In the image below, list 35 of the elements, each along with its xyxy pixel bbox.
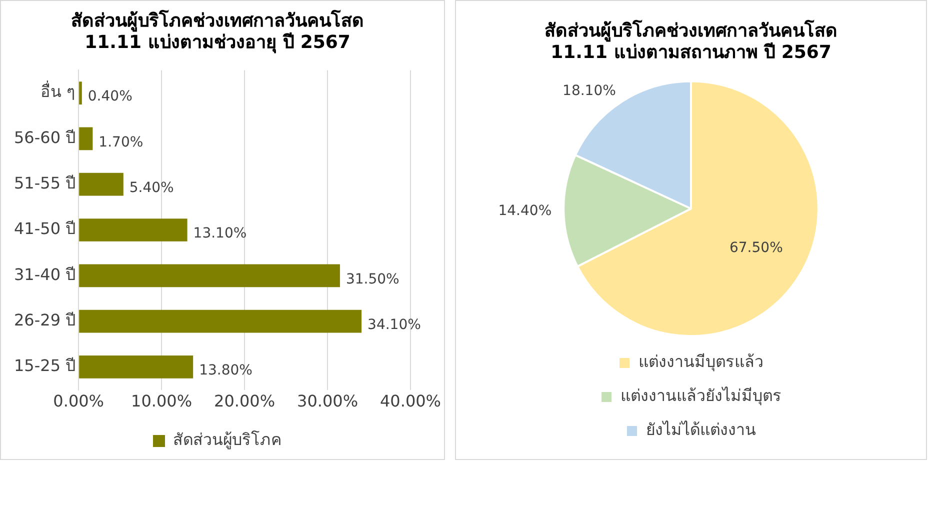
- x-tick-label: 20.00%: [214, 392, 276, 411]
- y-tick-label: 41-50 ปี: [14, 219, 76, 238]
- legend-label: แต่งงานมีบุตรแล้ว: [638, 352, 764, 372]
- y-tick-label: 56-60 ปี: [14, 128, 76, 147]
- legend-label: ยังไม่ได้แต่งงาน: [646, 420, 756, 440]
- legend-label: แต่งงานแล้วยังไม่มีบุตร: [620, 386, 782, 406]
- x-tick-label: 0.00%: [53, 392, 104, 411]
- data-label: 13.10%: [193, 226, 247, 242]
- x-tick-label: 10.00%: [131, 392, 192, 411]
- bar: [79, 310, 362, 333]
- y-tick-label: 51-55 ปี: [14, 174, 76, 192]
- data-label: 5.40%: [129, 180, 174, 196]
- y-tick-label: อื่น ๆ: [40, 80, 76, 102]
- bar: [79, 218, 188, 242]
- chart-title: สัดส่วนผู้บริโภคช่วงเทศกาลวันคนโสด 11.11 แบ่งตามช่วงอายุ ปี 2567: [71, 9, 364, 54]
- x-tick-label: 40.00%: [380, 392, 442, 411]
- bar: [79, 127, 93, 150]
- data-label: 18.10%: [562, 82, 616, 99]
- chart-title: สัดส่วนผู้บริโภคช่วงเทศกาลวันคนโสด 11.11 แบ่งตามสถานภาพ ปี 2567: [544, 19, 838, 64]
- data-label: 14.40%: [498, 202, 552, 219]
- y-tick-label: 26-29 ปี: [14, 310, 76, 330]
- data-label: 13.80%: [199, 362, 252, 379]
- data-label: 31.50%: [346, 271, 400, 288]
- bar: [79, 82, 82, 104]
- data-label: 34.10%: [368, 316, 421, 333]
- data-label: 0.40%: [88, 88, 132, 105]
- bar: [79, 264, 340, 288]
- data-label: 1.70%: [98, 134, 144, 150]
- y-tick-label: 31-40 ปี: [14, 264, 76, 284]
- bar: [79, 356, 194, 378]
- legend-label: สัดส่วนผู้บริโภค: [173, 430, 282, 450]
- y-tick-label: 15-25 ปี: [14, 356, 76, 376]
- bar: [79, 172, 124, 196]
- x-tick-label: 30.00%: [297, 392, 358, 411]
- data-label: 67.50%: [729, 240, 783, 256]
